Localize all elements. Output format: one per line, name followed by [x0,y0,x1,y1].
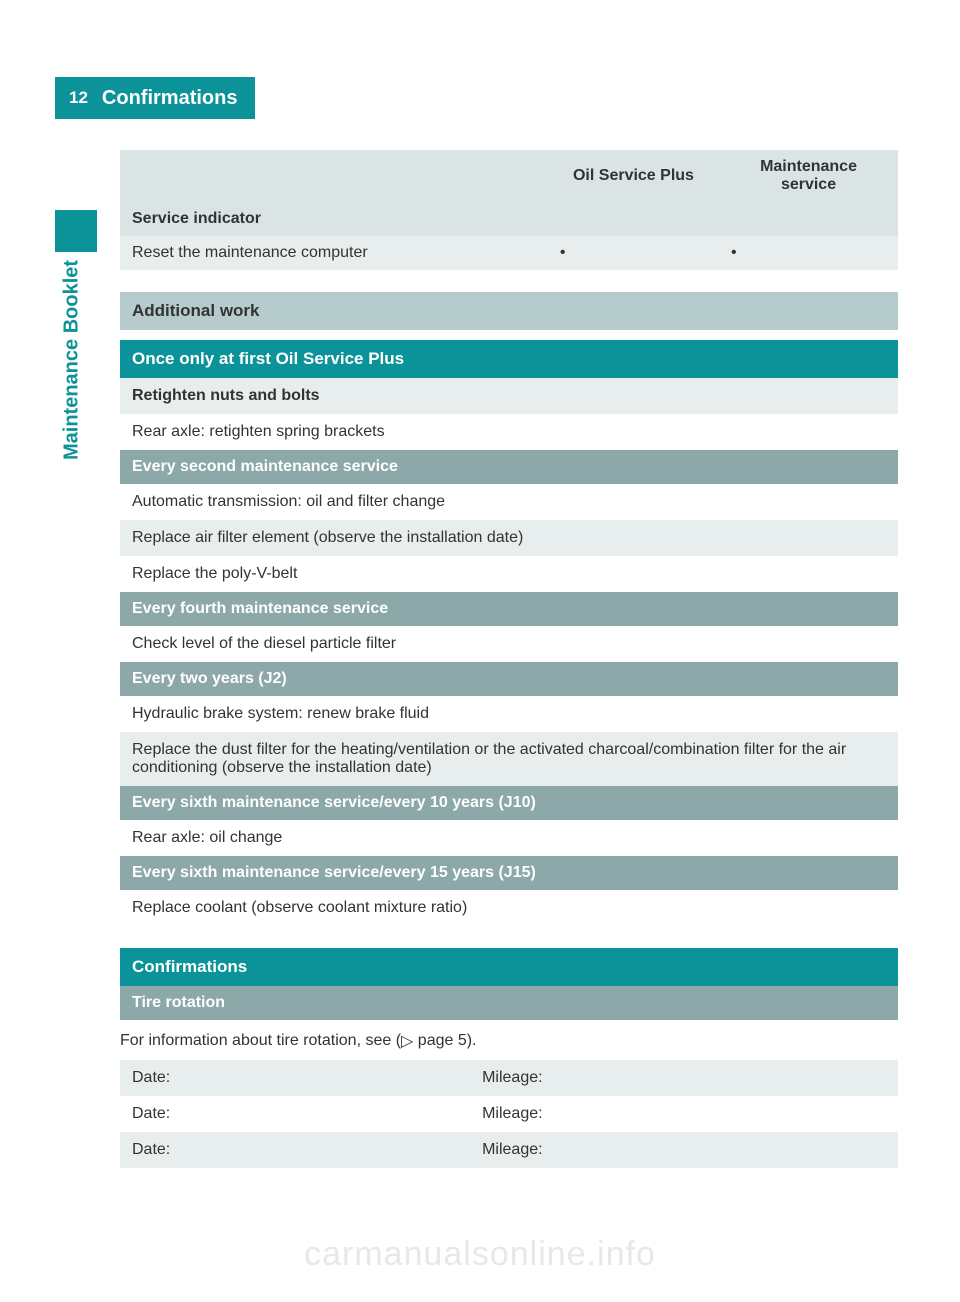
mileage-cell: Mileage: [470,1132,898,1168]
table-row: Reset the maintenance computer • • [120,236,898,270]
spacer [120,926,898,948]
group-header-gray: Every second maintenance service [120,450,898,484]
date-cell: Date: [120,1132,470,1168]
work-item: Replace the dust filter for the heating/… [120,732,898,786]
service-indicator-table: Oil Service Plus Maintenance service Ser… [120,150,898,270]
group-header-teal: Once only at first Oil Service Plus [120,340,898,378]
info-text-post: page 5). [413,1032,476,1049]
tire-row: Date:Mileage: [120,1060,898,1096]
work-item-bold: Retighten nuts and bolts [120,378,898,414]
date-cell: Date: [120,1096,470,1132]
page-ref-icon: ▷ [401,1031,413,1051]
tire-row: Date:Mileage: [120,1096,898,1132]
table-subheader-row: Service indicator [120,202,898,236]
section-vertical-label: Maintenance Booklet [61,260,84,460]
info-text-pre: For information about tire rotation, see… [120,1032,401,1049]
service-indicator-label: Service indicator [120,202,898,236]
work-item: Check level of the diesel particle filte… [120,626,898,662]
col-maintenance: Maintenance service [719,150,898,202]
confirmations-header: Confirmations [120,948,898,986]
work-item: Rear axle: retighten spring brackets [120,414,898,450]
group-header-gray: Every fourth maintenance service [120,592,898,626]
col-oil-service: Oil Service Plus [548,150,719,202]
side-index-tab [55,210,97,252]
tire-row: Date:Mileage: [120,1132,898,1168]
dot-icon: • [548,236,719,270]
group-header-gray: Every sixth maintenance service/every 15… [120,856,898,890]
additional-work-header: Additional work [120,292,898,330]
tire-rotation-table: Date:Mileage:Date:Mileage:Date:Mileage: [120,1060,898,1168]
mileage-cell: Mileage: [470,1060,898,1096]
table-header-row: Oil Service Plus Maintenance service [120,150,898,202]
dot-icon: • [719,236,898,270]
watermark-text: carmanualsonline.info [0,1235,960,1274]
col-empty [120,150,548,202]
work-item: Automatic transmission: oil and filter c… [120,484,898,520]
page-header-tab: 12 Confirmations [55,77,255,119]
work-item: Replace air filter element (observe the … [120,520,898,556]
group-header-gray: Every sixth maintenance service/every 10… [120,786,898,820]
work-item: Replace coolant (observe coolant mixture… [120,890,898,926]
date-cell: Date: [120,1060,470,1096]
work-item: Replace the poly-V-belt [120,556,898,592]
page-content: Oil Service Plus Maintenance service Ser… [120,150,898,1168]
mileage-cell: Mileage: [470,1096,898,1132]
spacer [120,270,898,292]
tire-rotation-sub: Tire rotation [120,986,898,1020]
tire-rotation-info: For information about tire rotation, see… [120,1020,898,1060]
reset-label: Reset the maintenance computer [120,236,548,270]
page-number: 12 [55,88,102,108]
work-item: Rear axle: oil change [120,820,898,856]
work-item: Hydraulic brake system: renew brake flui… [120,696,898,732]
page-title: Confirmations [102,87,238,110]
additional-work-list: Once only at first Oil Service PlusRetig… [120,340,898,926]
spacer [120,330,898,340]
group-header-gray: Every two years (J2) [120,662,898,696]
